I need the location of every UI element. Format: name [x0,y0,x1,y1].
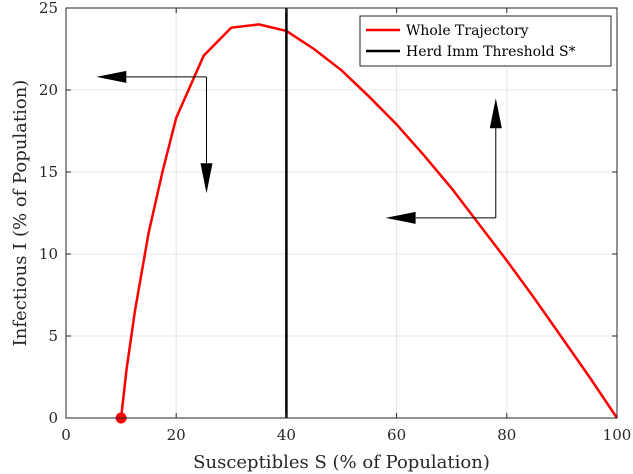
axis-ticks: 0 20 40 60 80 100 0 5 10 15 20 25 [39,0,631,444]
arrow-head [385,211,416,224]
x-tick-label: 20 [167,426,186,444]
arrow-head [489,98,502,129]
x-tick-label: 40 [277,426,296,444]
arrow-head [200,163,213,194]
legend-label-whole-trajectory: Whole Trajectory [406,23,529,39]
x-tick-label: 60 [387,426,406,444]
y-tick-label: 0 [48,409,58,427]
arrow-head [96,70,127,83]
y-axis-label: Infectious I (% of Population) [10,80,31,347]
legend: Whole Trajectory Herd Imm Threshold S* [359,15,612,67]
trajectory-line [119,23,619,419]
x-tick-label: 100 [603,426,632,444]
x-axis-label: Susceptibles S (% of Population) [193,452,490,473]
y-tick-label: 15 [39,163,58,181]
y-tick-label: 20 [39,81,58,99]
legend-box [359,15,612,67]
x-tick-label: 80 [497,426,516,444]
y-tick-label: 25 [39,0,58,17]
direction-arrows [96,70,502,224]
y-tick-label: 5 [48,327,58,345]
x-tick-label: 0 [61,426,71,444]
legend-label-threshold: Herd Imm Threshold S* [406,44,576,60]
plot-lines [115,8,619,424]
y-tick-label: 10 [39,245,58,263]
axes-box [65,7,618,419]
